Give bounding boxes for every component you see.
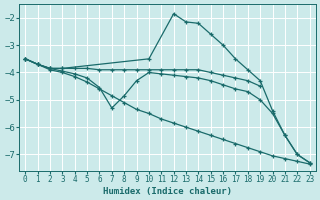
- X-axis label: Humidex (Indice chaleur): Humidex (Indice chaleur): [103, 187, 232, 196]
